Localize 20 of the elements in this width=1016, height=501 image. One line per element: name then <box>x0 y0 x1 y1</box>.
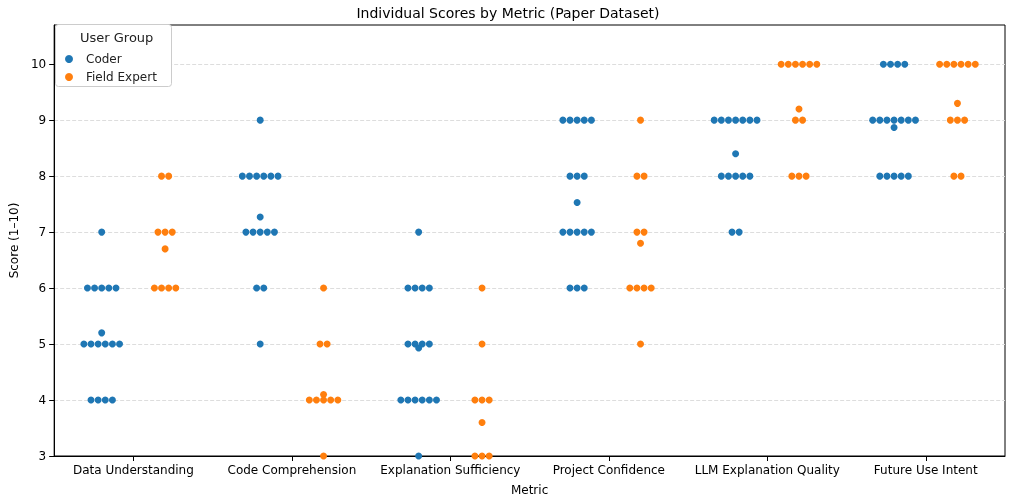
legend-title: User Group <box>80 30 154 45</box>
x-axis-title: Metric <box>510 483 549 497</box>
legend-label: Coder <box>86 52 122 66</box>
y-tick-label: 3 <box>38 449 47 463</box>
y-tick-label: 9 <box>38 113 47 128</box>
y-axis-title: Score (1–10) <box>7 202 21 279</box>
y-tick-label: 7 <box>38 225 47 240</box>
y-tick-label: 5 <box>38 337 47 352</box>
x-tick-label: Data Understanding <box>72 463 194 477</box>
y-tick-label: 4 <box>38 393 47 408</box>
legend-label: Field Expert <box>86 70 158 84</box>
chart-title: Individual Scores by Metric (Paper Dataset) <box>356 5 660 21</box>
x-tick-label: Future Use Intent <box>873 463 978 477</box>
x-tick-label: LLM Explanation Quality <box>694 463 840 477</box>
y-tick-label: 8 <box>38 169 47 184</box>
y-tick-label: 10 <box>30 57 47 72</box>
x-tick-label: Explanation Sufficiency <box>380 463 521 477</box>
y-tick-label: 6 <box>38 281 47 296</box>
x-tick-label: Project Confidence <box>552 463 665 477</box>
x-tick-label: Code Comprehension <box>227 463 357 477</box>
